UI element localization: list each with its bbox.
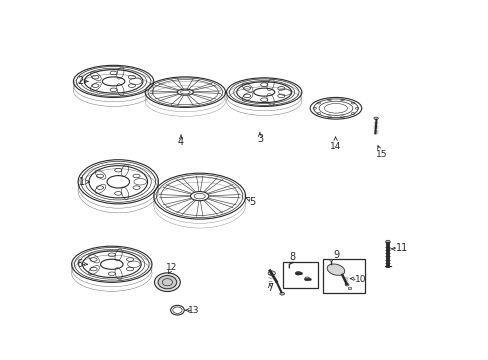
Ellipse shape	[345, 283, 348, 286]
Text: 2: 2	[77, 76, 83, 86]
Text: 8: 8	[288, 252, 295, 262]
Text: 5: 5	[249, 197, 255, 207]
Text: 12: 12	[166, 264, 177, 273]
Ellipse shape	[329, 260, 332, 261]
Ellipse shape	[373, 117, 378, 120]
Bar	[322, 259, 364, 293]
Ellipse shape	[267, 271, 275, 275]
Text: 1: 1	[79, 177, 85, 187]
Text: 7: 7	[266, 283, 273, 293]
Ellipse shape	[158, 275, 176, 289]
Text: 10: 10	[354, 275, 366, 284]
Text: 9: 9	[333, 249, 339, 260]
Ellipse shape	[304, 277, 309, 280]
Text: 14: 14	[329, 142, 341, 151]
Text: 6: 6	[76, 259, 82, 269]
Text: 4: 4	[178, 137, 183, 147]
Text: 15: 15	[375, 150, 386, 159]
Text: 11: 11	[395, 243, 407, 253]
Text: 3: 3	[256, 134, 263, 144]
Text: 13: 13	[187, 306, 199, 315]
Ellipse shape	[279, 292, 284, 295]
Bar	[283, 262, 318, 288]
Ellipse shape	[385, 240, 389, 243]
Ellipse shape	[326, 264, 344, 275]
Ellipse shape	[295, 271, 301, 275]
Bar	[347, 287, 350, 289]
Ellipse shape	[154, 273, 180, 292]
